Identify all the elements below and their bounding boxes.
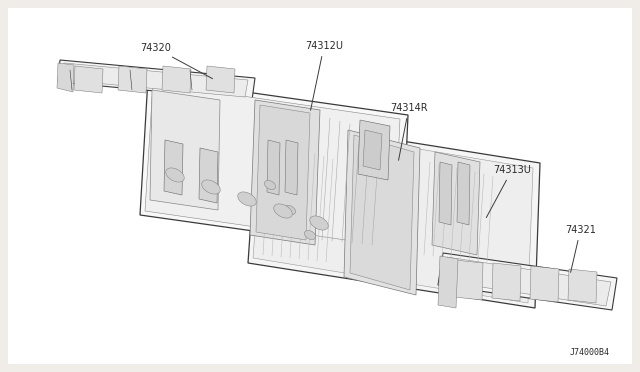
Polygon shape <box>74 66 103 93</box>
Text: 74321: 74321 <box>565 225 596 272</box>
Polygon shape <box>199 148 218 203</box>
Polygon shape <box>439 162 452 225</box>
Text: J74000B4: J74000B4 <box>570 348 610 357</box>
Polygon shape <box>432 152 480 255</box>
Ellipse shape <box>166 168 184 182</box>
Polygon shape <box>150 90 220 210</box>
Polygon shape <box>58 60 255 100</box>
Polygon shape <box>285 140 298 195</box>
Text: 74313U: 74313U <box>486 165 531 218</box>
Polygon shape <box>492 263 521 301</box>
Text: 74312U: 74312U <box>305 41 343 110</box>
Polygon shape <box>256 105 310 240</box>
Polygon shape <box>530 266 559 302</box>
Polygon shape <box>140 78 408 252</box>
Ellipse shape <box>310 216 328 230</box>
Polygon shape <box>457 162 470 225</box>
Polygon shape <box>350 135 414 290</box>
Text: 74320: 74320 <box>140 43 212 79</box>
Polygon shape <box>438 256 458 308</box>
Ellipse shape <box>305 230 316 240</box>
Polygon shape <box>206 66 235 93</box>
Polygon shape <box>267 140 280 195</box>
Ellipse shape <box>237 192 256 206</box>
Polygon shape <box>438 253 617 310</box>
Polygon shape <box>118 66 147 93</box>
Polygon shape <box>248 118 540 308</box>
Polygon shape <box>358 120 390 180</box>
Ellipse shape <box>284 205 296 215</box>
Polygon shape <box>57 63 74 92</box>
Polygon shape <box>253 123 533 303</box>
Polygon shape <box>454 260 483 300</box>
Ellipse shape <box>202 180 220 194</box>
Polygon shape <box>344 130 420 295</box>
Ellipse shape <box>274 204 292 218</box>
Polygon shape <box>442 257 611 306</box>
Polygon shape <box>260 128 300 225</box>
Polygon shape <box>62 63 248 97</box>
Polygon shape <box>363 130 382 170</box>
Polygon shape <box>145 83 400 247</box>
Polygon shape <box>162 66 191 93</box>
Polygon shape <box>250 100 320 245</box>
Ellipse shape <box>264 180 276 190</box>
FancyBboxPatch shape <box>8 8 632 364</box>
Polygon shape <box>164 140 183 195</box>
Polygon shape <box>568 269 597 303</box>
Text: 74314R: 74314R <box>390 103 428 160</box>
